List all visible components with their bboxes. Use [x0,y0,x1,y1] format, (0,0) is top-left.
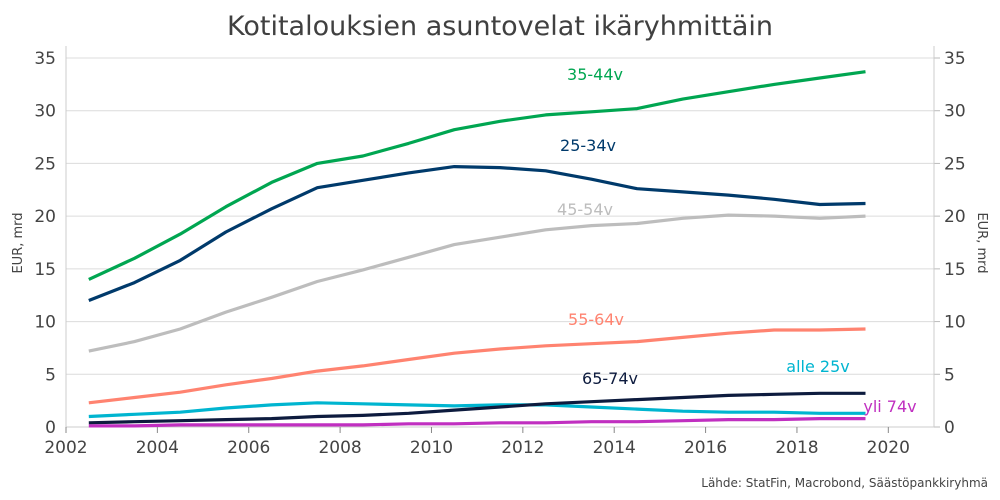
y-tick-label-right: 30 [944,102,966,122]
x-tick-label: 2016 [684,438,727,458]
y-tick-label-right: 25 [944,154,966,174]
series-label: alle 25v [786,357,849,376]
x-tick-label: 2004 [136,438,179,458]
series-labels: 35-44v 25-34v 45-54v 55-64v alle 25v 65-74v yl… [557,65,917,416]
y-tick-label-right: 15 [944,260,966,280]
series-line-25-34v [88,165,866,302]
series-line-55-64v [88,327,866,405]
y-tick-label-right: 5 [944,365,955,385]
x-tick-label: 2006 [227,438,270,458]
x-tick-label: 2010 [410,438,453,458]
y-tick-label-left: 15 [34,260,56,280]
series-line-yli-74v [88,417,866,428]
y-tick-label-left: 0 [45,418,56,438]
y-axis-label-left: EUR, mrd [11,212,26,273]
y-tick-label-left: 20 [34,207,56,227]
x-tick-label: 2020 [867,438,910,458]
series-line-35-44v [88,70,866,281]
series-label: 45-54v [557,200,613,219]
series-line-45-54v [88,213,866,353]
y-tick-label-left: 5 [45,365,56,385]
series-lines [88,70,866,428]
x-tick-label: 2002 [44,438,87,458]
series-label: 65-74v [582,369,638,388]
series-label: 55-64v [568,310,624,329]
chart-title: Kotitalouksien asuntovelat ikäryhmittäin [227,11,773,42]
y-tick-label-left: 10 [34,313,56,333]
y-tick-label-right: 10 [944,313,966,333]
y-tick-label-right: 35 [944,49,966,69]
y-tick-label-right: 20 [944,207,966,227]
y-tick-label-left: 25 [34,154,56,174]
y-tick-label-right: 0 [944,418,955,438]
source-note: Lähde: StatFin, Macrobond, Säästöpankkir… [701,476,988,490]
y-axis-label-right: EUR, mrd [974,212,989,273]
x-tick-label: 2008 [318,438,361,458]
series-line-65-74v [88,391,866,425]
series-label: 25-34v [560,136,616,155]
x-tick-label: 2012 [501,438,544,458]
y-tick-label-left: 30 [34,102,56,122]
series-label: yli 74v [863,397,916,416]
y-tick-label-left: 35 [34,49,56,69]
x-tick-label: 2018 [775,438,818,458]
series-line-alle-25v [88,401,866,419]
x-tick-label: 2014 [593,438,636,458]
series-label: 35-44v [567,65,623,84]
